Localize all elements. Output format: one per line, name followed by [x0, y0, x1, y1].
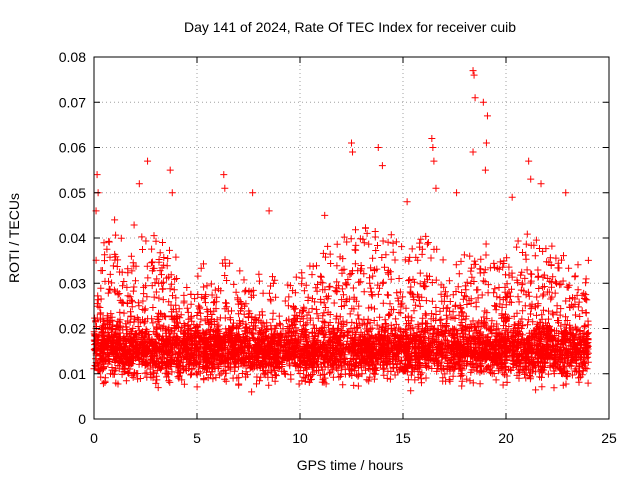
x-tick-label: 10 — [292, 430, 308, 446]
y-axis-label: ROTI / TECUs — [6, 193, 22, 283]
outlier-point — [374, 144, 382, 151]
outlier-point — [508, 193, 516, 201]
y-tick-label: 0.01 — [59, 366, 86, 382]
outlier-point — [428, 134, 436, 142]
y-tick-label: 0 — [78, 411, 86, 427]
y-tick-label: 0.08 — [59, 49, 86, 65]
y-tick-label: 0.06 — [59, 140, 86, 156]
x-axis-label: GPS time / hours — [297, 457, 404, 473]
outlier-point — [469, 148, 477, 156]
dense-point-cloud — [90, 221, 592, 396]
outlier-point — [482, 139, 490, 147]
outlier-point — [168, 189, 176, 197]
chart-title: Day 141 of 2024, Rate Of TEC Index for r… — [184, 19, 516, 35]
outlier-point — [525, 157, 533, 165]
outlier-point — [265, 207, 273, 215]
x-tick-label: 25 — [601, 430, 617, 446]
outlier-point — [479, 98, 487, 106]
grid-lines — [94, 57, 609, 419]
y-tick-label: 0.03 — [59, 275, 86, 291]
y-tick-label: 0.04 — [59, 230, 86, 246]
y-tick-label: 0.02 — [59, 321, 86, 337]
outlier-point — [527, 175, 535, 183]
x-tick-label: 5 — [193, 430, 201, 446]
outlier-point — [483, 112, 491, 120]
outlier-point — [429, 144, 437, 151]
plot-frame — [93, 56, 610, 420]
data-points — [90, 67, 592, 396]
outlier-point — [562, 189, 570, 197]
outlier-point — [349, 148, 357, 156]
outlier-point — [220, 171, 228, 179]
outlier-point — [93, 171, 101, 179]
outlier-point — [378, 162, 386, 170]
outlier-point — [481, 166, 489, 174]
outlier-point — [249, 189, 257, 197]
outlier-point — [469, 67, 477, 75]
outlier-point — [348, 139, 355, 147]
outlier-point — [403, 198, 411, 206]
x-tick-label: 15 — [395, 430, 411, 446]
outlier-point — [144, 157, 152, 165]
outlier-point — [470, 71, 478, 79]
y-tick-label: 0.05 — [59, 185, 86, 201]
outlier-point — [111, 216, 119, 224]
outlier-point — [453, 189, 461, 197]
outlier-point — [135, 180, 143, 188]
outlier-point — [471, 94, 479, 102]
outlier-point — [430, 157, 438, 165]
outlier-point — [537, 180, 545, 188]
outlier-point — [321, 211, 329, 219]
axes: 0 0.01 0.02 0.03 0.04 0.05 0.06 0.07 0.08 0 5 10 15 2… — [59, 49, 617, 446]
outlier-point — [432, 184, 440, 192]
outlier-point — [166, 166, 174, 174]
x-tick-label: 20 — [498, 430, 514, 446]
y-tick-label: 0.07 — [59, 94, 86, 110]
outlier-point — [221, 184, 229, 192]
x-tick-label: 0 — [90, 430, 98, 446]
